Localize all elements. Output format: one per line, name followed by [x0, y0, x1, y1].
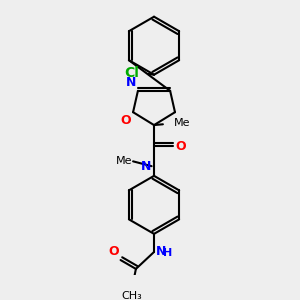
Text: H: H	[163, 248, 172, 258]
Text: Me: Me	[174, 118, 191, 128]
Text: N: N	[126, 76, 136, 89]
Text: O: O	[121, 114, 131, 127]
Text: CH₃: CH₃	[122, 291, 142, 300]
Text: Me: Me	[116, 156, 132, 166]
Text: O: O	[175, 140, 186, 152]
Text: O: O	[108, 245, 119, 258]
Text: Cl: Cl	[124, 66, 139, 80]
Text: N: N	[156, 245, 166, 259]
Text: N: N	[141, 160, 152, 173]
